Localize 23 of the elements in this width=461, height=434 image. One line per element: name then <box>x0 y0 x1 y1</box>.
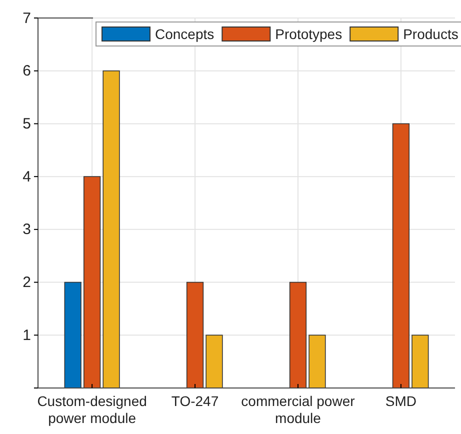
x-tick-label: SMD <box>385 393 417 409</box>
legend-label: Products <box>403 26 458 42</box>
x-tick-label: TO-247 <box>171 393 219 409</box>
y-tick-label: 2 <box>22 274 31 292</box>
bar <box>308 334 326 388</box>
y-tick-label: 4 <box>22 168 31 186</box>
y-tick-label: 1 <box>22 326 31 344</box>
bar <box>64 282 82 388</box>
x-tick-label: commercial power module <box>241 393 356 426</box>
y-tick-label: 6 <box>22 62 31 80</box>
bar <box>83 176 101 388</box>
bar <box>392 123 410 388</box>
legend-label: Prototypes <box>275 26 342 42</box>
legend-label: Concepts <box>155 26 214 42</box>
bar <box>412 334 429 388</box>
bar <box>289 282 307 388</box>
bar <box>206 334 223 388</box>
bar <box>186 282 204 388</box>
y-tick-label: 7 <box>22 10 31 27</box>
y-tick-label: 3 <box>22 221 31 238</box>
x-tick-label: Custom-designed power module <box>37 393 147 426</box>
y-tick-label: 5 <box>22 116 31 133</box>
bar <box>102 70 120 388</box>
